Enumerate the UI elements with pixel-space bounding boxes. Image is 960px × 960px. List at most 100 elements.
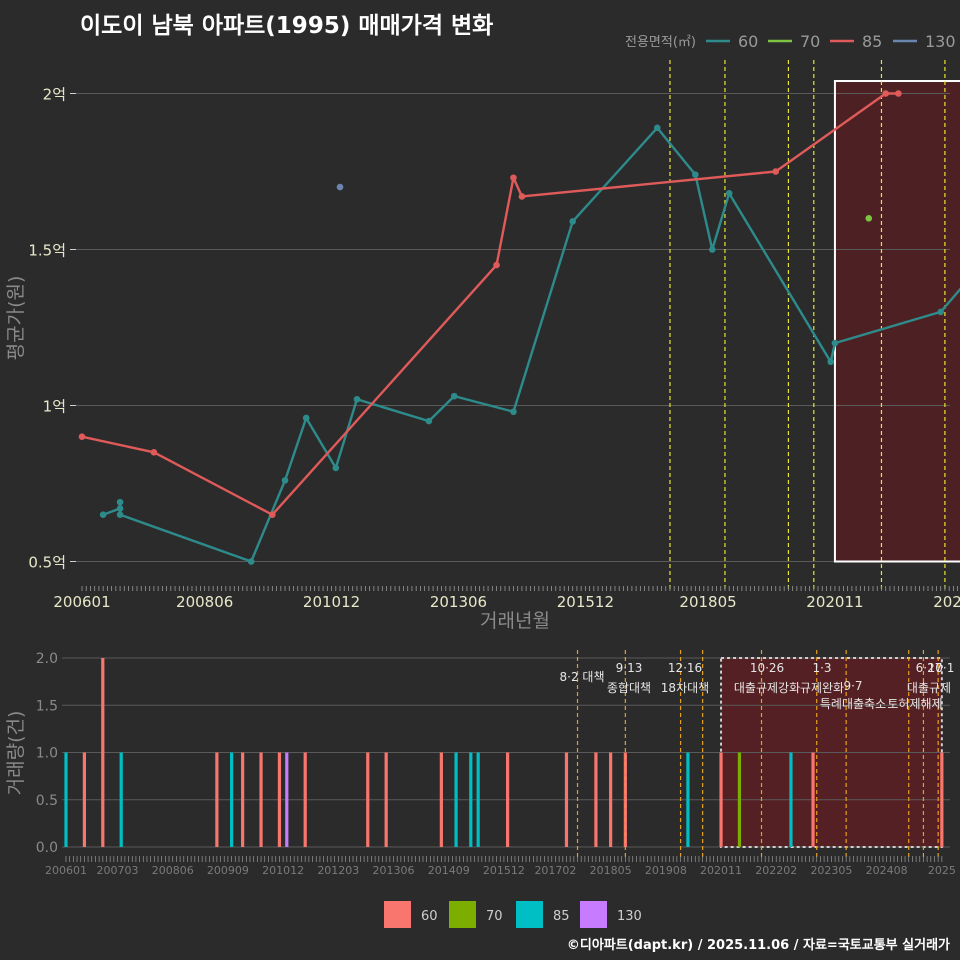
- annotation-date: 6·27: [916, 661, 943, 675]
- bar-60: [215, 752, 219, 847]
- bar-85: [686, 752, 690, 847]
- x-tick-label-bottom: 201306: [373, 864, 415, 877]
- data-point-60: [116, 511, 124, 518]
- bar-70: [737, 752, 742, 847]
- highlight-border: [833, 80, 960, 563]
- annotation-label: 18차대책: [661, 680, 709, 695]
- x-tick-label: 201012: [303, 593, 360, 611]
- data-point-85: [772, 168, 780, 175]
- series-line-85: [81, 92, 899, 516]
- bar-60: [719, 752, 723, 847]
- chart-title: 이도이 남북 아파트(1995) 매매가격 변화: [80, 13, 494, 39]
- data-point-85: [882, 90, 889, 97]
- bar-60: [609, 752, 613, 847]
- y-axis-title: 평균가(원): [5, 276, 27, 361]
- bar-85: [454, 752, 458, 847]
- highlight-border-bottom: [720, 657, 943, 848]
- data-point-130: [336, 183, 344, 191]
- bar-60: [564, 752, 569, 847]
- y-tick-label-bottom: 0.0: [36, 840, 58, 856]
- bar-85: [119, 752, 123, 847]
- data-point-60: [116, 505, 124, 512]
- highlight-region: [834, 81, 960, 562]
- bar-85: [64, 752, 68, 847]
- x-tick-label: 201805: [679, 593, 736, 611]
- data-point-60: [353, 395, 361, 403]
- data-point-60: [653, 124, 661, 132]
- annotation-label: 토허제해제: [887, 697, 942, 711]
- y-tick-label: 2억: [43, 86, 66, 104]
- y-tick-label: 1억: [43, 398, 66, 416]
- x-tick-label-bottom: 201409: [428, 864, 470, 877]
- x-tick-label-bottom: 200601: [45, 864, 87, 877]
- y-tick-label-bottom: 2.0: [36, 651, 58, 667]
- x-tick-label-bottom: 202305: [810, 864, 852, 877]
- bar-60: [303, 752, 307, 847]
- x-tick-label-bottom: 202011: [700, 864, 742, 877]
- bar-60: [82, 752, 86, 847]
- legend-swatch-130: [580, 901, 607, 928]
- bar-85: [476, 752, 480, 847]
- data-point-85: [518, 193, 526, 200]
- legend-label-bottom-70: 70: [486, 909, 503, 924]
- data-point-60: [831, 339, 839, 347]
- data-point-85: [510, 174, 517, 182]
- x-tick-label-bottom: 200909: [207, 864, 249, 877]
- x-axis-title: 거래년월: [480, 610, 550, 632]
- legend-label-bottom-130: 130: [617, 909, 642, 924]
- legend-label-70: 70: [800, 32, 820, 51]
- legend-title: 전용면적(㎡): [625, 35, 696, 50]
- data-point-60: [247, 558, 255, 565]
- x-tick-label-bottom: 202408: [866, 864, 908, 877]
- bar-60: [506, 752, 510, 847]
- x-tick-label-bottom: 200806: [152, 864, 194, 877]
- y-axis-title-bottom: 거래량(건): [5, 711, 27, 796]
- x-tick-label-bottom: 201702: [534, 864, 576, 877]
- bar-60: [384, 752, 388, 847]
- data-point-60: [281, 477, 289, 484]
- annotation-date: 1·3: [812, 661, 831, 675]
- x-tick-label-bottom: 201512: [483, 864, 525, 877]
- price-line-chart: 0.5억 1억 1.5억 2억 200601 200806 201012 201306 2015…: [5, 32, 960, 632]
- annotation-date: 9·13: [616, 661, 643, 675]
- bar-130: [285, 752, 289, 847]
- x-tick-label: 201306: [430, 593, 487, 611]
- data-point-70: [865, 215, 873, 222]
- annotation-date: 9·7: [843, 679, 862, 693]
- annotation-date: 10·1: [928, 661, 955, 675]
- bar-60: [811, 752, 815, 847]
- y-tick-label-bottom: 1.5: [36, 698, 58, 714]
- annotation-date: 10·26: [750, 661, 784, 675]
- x-tick-label-bottom: 200703: [97, 864, 139, 877]
- y-tick-label-bottom: 0.5: [36, 793, 58, 809]
- footer-credit: ©디아파트(dapt.kr) / 2025.11.06 / 자료=국토교통부 실…: [566, 938, 950, 953]
- y-tick-label: 0.5억: [28, 554, 66, 572]
- bar-60: [940, 752, 944, 847]
- bar-60: [241, 752, 245, 847]
- annotation-label: 대출규제: [907, 681, 951, 695]
- series-line-60: [102, 126, 960, 563]
- bar-60: [439, 752, 443, 847]
- bar-85: [230, 752, 234, 847]
- data-point-60: [725, 190, 733, 197]
- data-point-85: [269, 511, 276, 518]
- data-point-85: [895, 90, 902, 97]
- data-point-60: [302, 414, 310, 422]
- data-point-60: [425, 417, 433, 425]
- data-point-60: [99, 511, 107, 518]
- bar-85: [789, 752, 793, 847]
- data-point-60: [692, 171, 699, 178]
- y-tick-label: 1.5억: [28, 242, 66, 260]
- annotation-label: 종합대책: [607, 680, 651, 695]
- x-tick-label-bottom: 201012: [262, 864, 304, 877]
- data-point-60: [937, 308, 944, 316]
- data-point-85: [150, 449, 158, 456]
- annotation-label: 규제완화: [800, 681, 844, 695]
- data-point-60: [569, 218, 576, 225]
- data-point-60: [116, 498, 124, 506]
- data-point-60: [332, 464, 340, 472]
- bar-60: [101, 658, 105, 847]
- x-tick-label: 200601: [53, 593, 110, 611]
- x-tick-label: 202011: [806, 593, 863, 611]
